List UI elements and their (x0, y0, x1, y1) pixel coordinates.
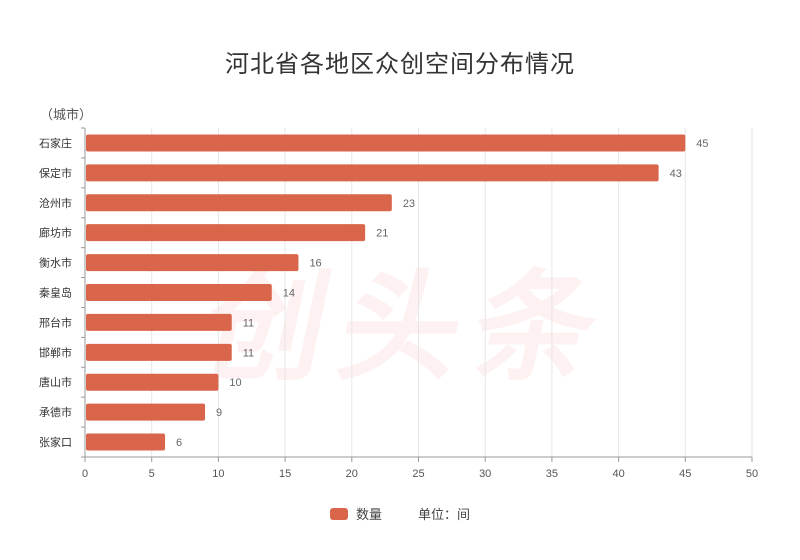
data-label: 11 (243, 347, 254, 359)
data-label: 21 (376, 228, 388, 240)
bar[interactable] (86, 194, 392, 212)
x-tick-label: 45 (679, 468, 691, 480)
legend-swatch[interactable] (329, 507, 348, 520)
x-tick-label: 20 (346, 468, 358, 480)
category-label: 张家口 (39, 435, 72, 449)
x-tick-label: 5 (149, 468, 155, 480)
x-tick-label: 0 (82, 468, 88, 480)
x-tick-label: 10 (212, 468, 224, 480)
category-label: 衡水市 (39, 256, 72, 270)
bar[interactable] (86, 224, 366, 242)
category-label: 廊坊市 (39, 226, 72, 240)
category-label: 承德市 (39, 405, 72, 419)
bar[interactable] (86, 164, 659, 182)
axes (81, 127, 753, 462)
data-label: 45 (696, 138, 708, 150)
data-label: 23 (403, 198, 415, 210)
bar[interactable] (86, 284, 272, 301)
x-tick-label: 50 (746, 468, 758, 480)
category-label: 沧州市 (39, 196, 72, 210)
legend: 数量 单位：间 (0, 504, 800, 523)
data-label: 14 (283, 288, 295, 300)
bar[interactable] (86, 433, 166, 451)
category-label: 石家庄 (39, 136, 72, 150)
data-label: 11 (243, 317, 254, 329)
bar[interactable] (86, 254, 299, 272)
bar[interactable] (86, 343, 232, 361)
x-tick-label: 40 (612, 468, 624, 480)
x-tick-label: 30 (479, 468, 491, 480)
bars (86, 134, 686, 451)
legend-unit-label: 单位：间 (418, 507, 471, 522)
x-tick-label: 15 (279, 468, 291, 480)
bar[interactable] (86, 373, 219, 391)
data-label: 9 (216, 407, 222, 419)
legend-series-label[interactable]: 数量 (355, 507, 382, 522)
data-label: 16 (309, 258, 321, 270)
category-label: 唐山市 (39, 375, 72, 389)
labels: 0 5 10 15 20 25 30 35 40 45 50 石家庄 45 保定市 43 沧州市 23 廊坊市 21… (39, 136, 758, 480)
category-label: 邯郸市 (39, 345, 72, 359)
y-axis-unit-label: （城市） (40, 107, 93, 122)
data-label: 6 (176, 437, 182, 449)
category-label: 秦皇岛 (39, 286, 72, 300)
chart-title: 河北省各地区众创空间分布情况 (225, 51, 575, 78)
bar[interactable] (86, 313, 232, 331)
data-label: 10 (229, 377, 241, 389)
x-tick-label: 35 (546, 468, 558, 480)
category-label: 保定市 (39, 166, 72, 180)
data-label: 43 (670, 168, 682, 180)
bar[interactable] (86, 134, 686, 152)
category-label: 邢台市 (39, 315, 72, 329)
bar[interactable] (86, 403, 206, 421)
x-tick-label: 25 (412, 468, 424, 480)
